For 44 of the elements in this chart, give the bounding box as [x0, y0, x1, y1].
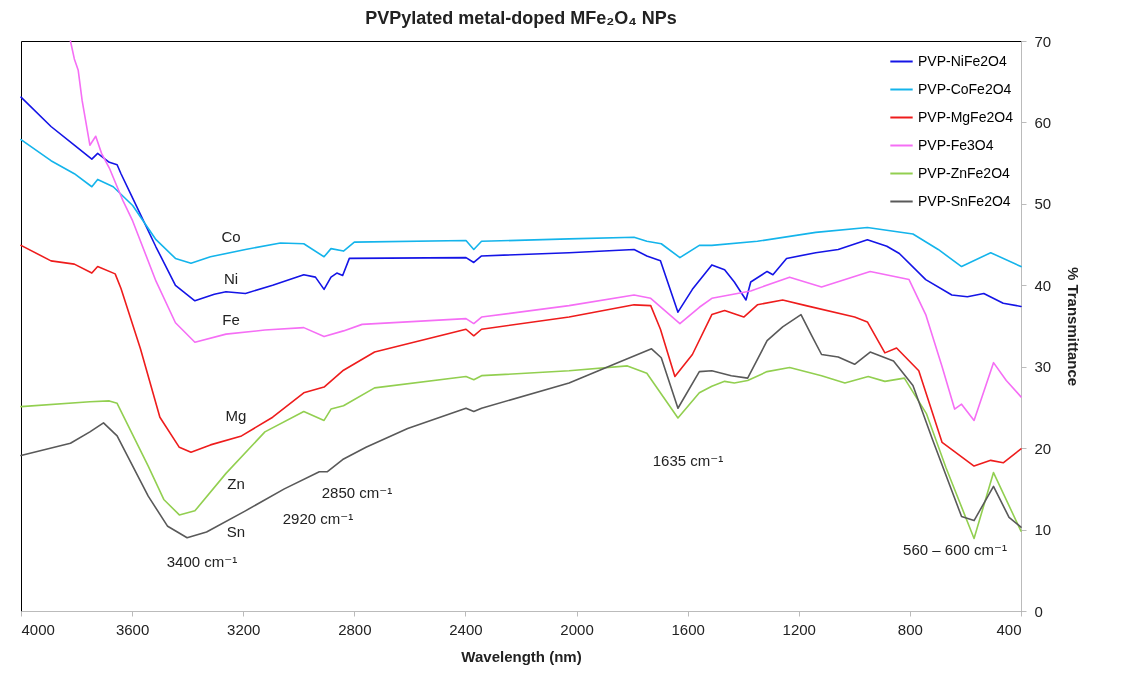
chart-title: PVPylated metal-doped MFe₂O₄ NPs — [365, 8, 677, 28]
x-tick-label: 2400 — [449, 620, 483, 638]
legend-label: PVP-NiFe2O4 — [918, 52, 1007, 69]
y-tick-label: 70 — [1034, 32, 1052, 50]
annotation: 2920 cm⁻¹ — [282, 509, 354, 527]
annotation: Ni — [223, 270, 239, 288]
line-series — [20, 96, 1022, 313]
annotation: Mg — [225, 407, 247, 425]
annotation: Fe — [222, 310, 240, 328]
y-tick-label: 40 — [1034, 276, 1052, 294]
y-tick-label: 50 — [1034, 195, 1052, 213]
y-tick-label: 30 — [1034, 358, 1052, 376]
legend-label: PVP-Fe3O4 — [918, 136, 994, 153]
annotation: 2850 cm⁻¹ — [321, 484, 393, 502]
y-tick-label: 20 — [1034, 439, 1052, 457]
line-series — [20, 244, 1022, 467]
x-tick-label: 4000 — [21, 620, 55, 638]
y-tick-label: 10 — [1034, 521, 1052, 539]
x-tick-label: 2800 — [338, 620, 372, 638]
y-tick-label: 0 — [1034, 602, 1043, 620]
annotation: Zn — [227, 475, 245, 493]
x-tick-label: 800 — [897, 620, 923, 638]
x-tick-label: 3600 — [115, 620, 150, 638]
annotation: 1635 cm⁻¹ — [652, 452, 724, 470]
legend-label: PVP-MgFe2O4 — [918, 108, 1014, 125]
annotation: Co — [221, 228, 241, 246]
y-axis-title: % Transmittance — [1065, 266, 1083, 387]
legend-label: PVP-CoFe2O4 — [918, 80, 1012, 97]
annotation: Sn — [226, 522, 246, 540]
line-series — [69, 40, 1022, 422]
annotation: 3400 cm⁻¹ — [166, 552, 238, 570]
x-tick-label: 3200 — [227, 620, 261, 638]
annotation: 560 – 600 cm⁻¹ — [903, 541, 1007, 559]
legend-label: PVP-ZnFe2O4 — [918, 164, 1011, 181]
line-series — [20, 313, 1022, 539]
x-tick-label: 1200 — [782, 620, 816, 638]
x-tick-label: 1600 — [671, 620, 705, 638]
x-axis-title: Wavelength (nm) — [461, 647, 582, 665]
line-series — [20, 138, 1022, 268]
legend-label: PVP-SnFe2O4 — [918, 192, 1011, 209]
y-tick-label: 60 — [1034, 113, 1052, 131]
line-series — [20, 365, 1022, 540]
x-tick-label: 400 — [996, 620, 1022, 638]
x-tick-label: 2000 — [560, 620, 594, 638]
